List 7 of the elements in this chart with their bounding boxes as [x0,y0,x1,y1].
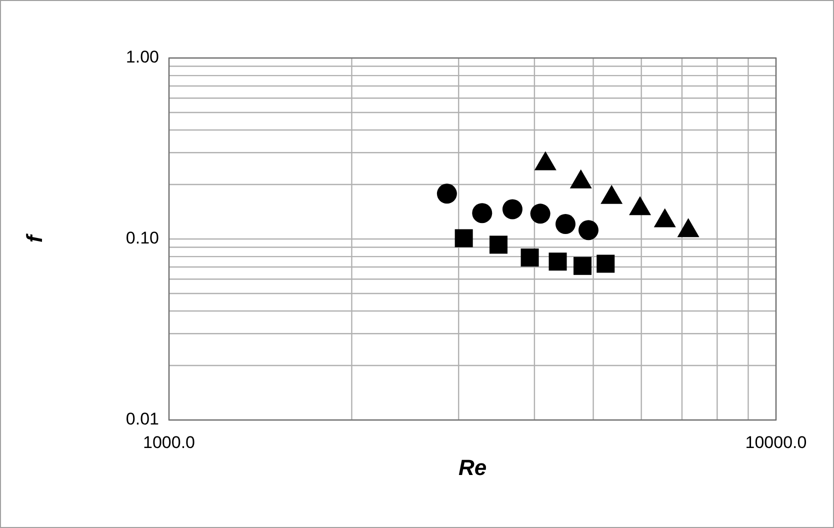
x-tick-label: 1000.0 [143,433,195,452]
x-tick-label: 10000.0 [745,433,807,452]
y-tick-label: 1.00 [126,47,159,66]
y-tick-label: 0.01 [126,409,159,428]
y-tick-label: 0.10 [126,228,159,248]
x-axis-title: Re [458,455,487,480]
y-axis-title: f [22,232,47,243]
